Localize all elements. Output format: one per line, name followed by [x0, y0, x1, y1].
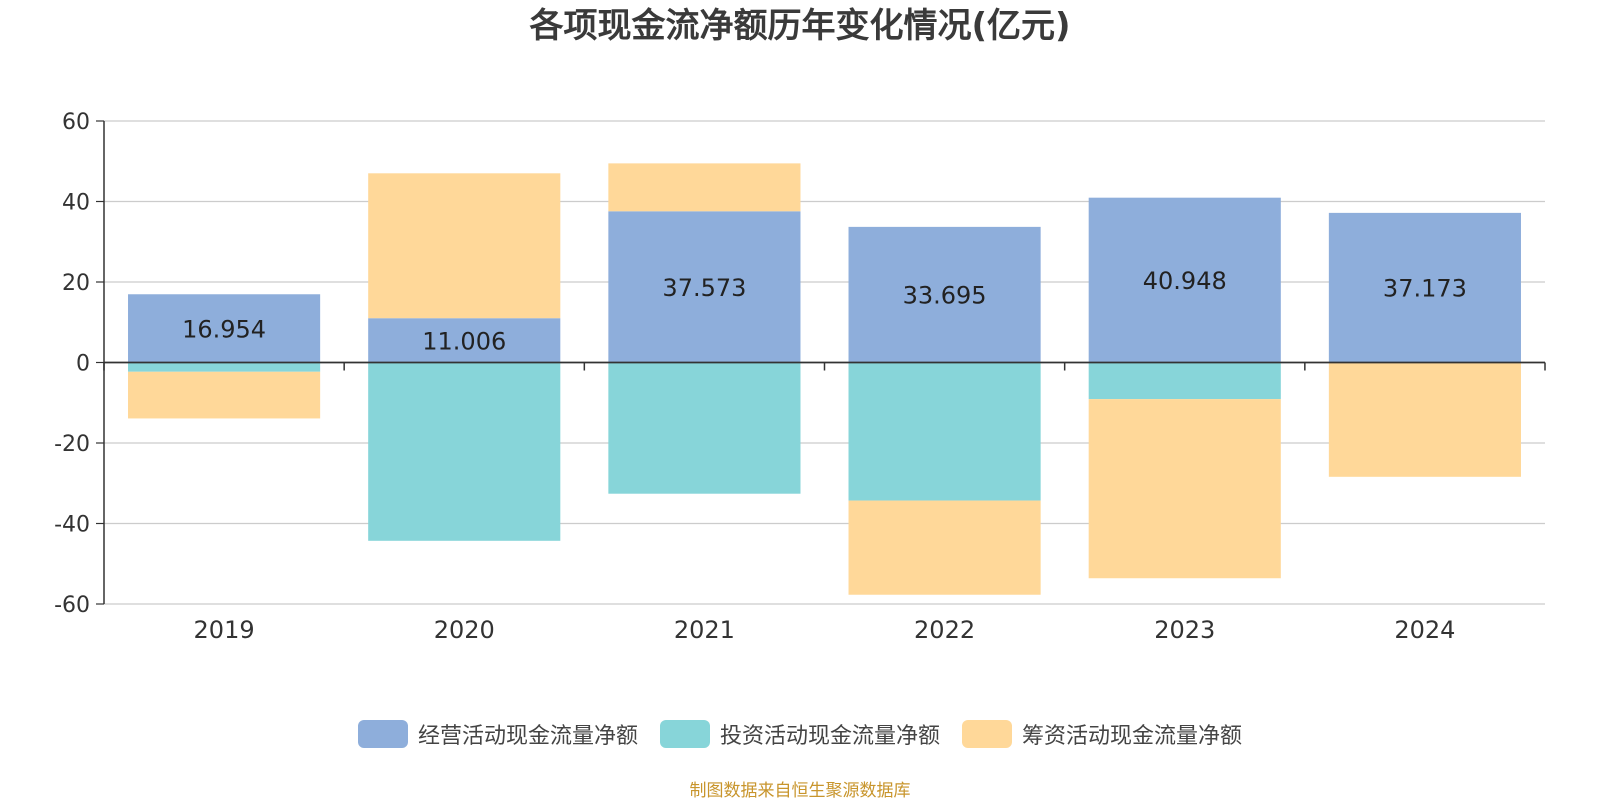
legend: 经营活动现金流量净额 投资活动现金流量净额 筹资活动现金流量净额 [0, 718, 1600, 750]
y-tick-label: -20 [54, 432, 90, 457]
legend-swatch [357, 720, 408, 748]
source-note: 制图数据来自恒生聚源数据库 [689, 781, 911, 801]
bars [128, 163, 1521, 595]
data-labels: 16.954 11.006 37.573 33.695 40.948 37.173 [182, 267, 1467, 355]
x-tick-label: 2023 [1154, 616, 1215, 644]
bar-segment [128, 371, 321, 419]
data-label: 33.695 [903, 282, 987, 310]
x-tick-label: 2019 [194, 616, 255, 644]
bar-segment [1088, 362, 1281, 400]
y-tick-label: 20 [62, 271, 90, 296]
data-label: 37.573 [662, 274, 746, 302]
axes: 60 40 20 0 -20 -40 -60 2019 2020 2021 2022 2023 2024 [54, 110, 1546, 644]
bar-segment [1088, 197, 1281, 363]
legend-swatch [659, 720, 710, 748]
data-label: 40.948 [1143, 267, 1227, 295]
bar-segment [848, 226, 1041, 363]
x-tick-label: 2021 [674, 616, 735, 644]
y-tick-label: -40 [54, 513, 90, 538]
y-tick-label: 40 [62, 191, 90, 216]
x-tick-label: 2024 [1394, 616, 1455, 644]
bar-segment [1088, 399, 1281, 579]
y-tick-label: 60 [62, 110, 90, 135]
bar-segment [368, 173, 561, 319]
bar-segment [848, 500, 1041, 595]
bar-segment [1328, 362, 1521, 477]
legend-label: 投资活动现金流量净额 [719, 724, 940, 749]
y-tick-label: -60 [54, 593, 90, 618]
data-label: 11.006 [422, 327, 506, 355]
legend-item[interactable]: 筹资活动现金流量净额 [962, 718, 1242, 750]
bar-segment [128, 362, 321, 372]
bar-segment [608, 211, 801, 363]
data-label: 37.173 [1383, 275, 1467, 303]
bar-segment [368, 318, 561, 363]
chart-title: 各项现金流净额历年变化情况(亿元) [529, 6, 1071, 46]
bar-segment [1328, 212, 1521, 363]
y-tick-label: 0 [76, 352, 90, 377]
bar-segment [848, 362, 1041, 501]
legend-label: 经营活动现金流量净额 [417, 724, 638, 749]
bar-segment [608, 163, 801, 212]
data-label: 16.954 [182, 315, 266, 343]
bar-segment [128, 294, 321, 363]
legend-item[interactable]: 经营活动现金流量净额 [357, 718, 638, 750]
bar-segment [608, 362, 801, 494]
x-tick-label: 2022 [914, 616, 975, 644]
grid-lines [104, 120, 1545, 605]
legend-label: 筹资活动现金流量净额 [1022, 724, 1243, 749]
bar-segment [368, 362, 561, 541]
legend-item[interactable]: 投资活动现金流量净额 [659, 718, 940, 750]
x-tick-label: 2020 [434, 616, 495, 644]
legend-swatch [962, 720, 1012, 748]
